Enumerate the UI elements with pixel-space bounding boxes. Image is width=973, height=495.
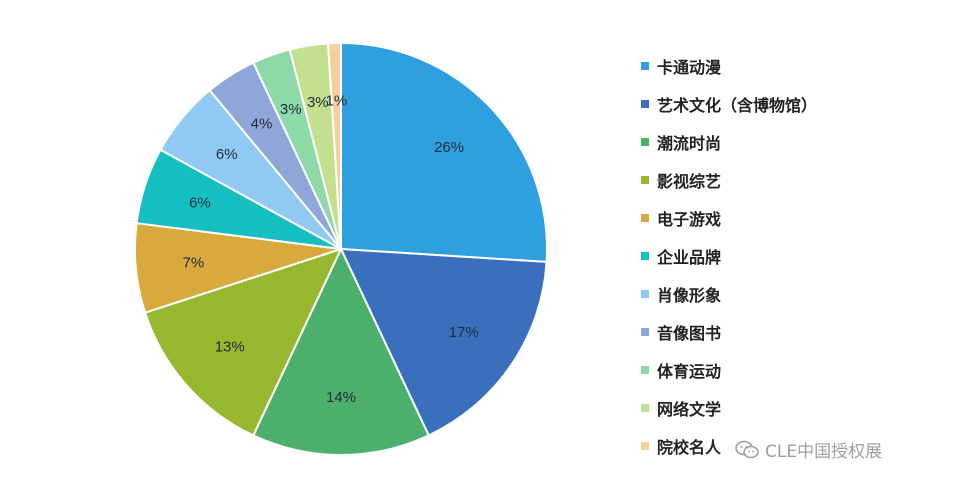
slice-label: 26% [434,139,464,156]
legend-label: 潮流时尚 [657,134,722,153]
legend-item: 企业品牌 [641,237,891,275]
legend-item: 肖像形象 [641,275,891,313]
slice-label: 1% [325,92,347,109]
legend-swatch [641,100,649,108]
legend-label: 音像图书 [657,324,722,343]
legend-swatch [641,138,649,146]
legend-swatch [641,442,649,450]
legend-label: 艺术文化（含博物馆） [657,96,818,115]
legend-swatch [641,328,649,336]
chart-legend: 卡通动漫艺术文化（含博物馆） 潮流时尚影视综艺电子游戏企业品牌肖像形象音像图书体育… [641,47,891,465]
watermark-text: CLE中国授权展 [765,442,883,462]
legend-label: 肖像形象 [657,286,722,305]
pie-slice [251,246,431,456]
pie-slice [339,247,548,437]
wechat-icon [735,440,759,458]
legend-label: 网络文学 [657,400,722,419]
legend-item: 卡通动漫 [641,47,891,85]
legend-item: 院校名人 [641,427,891,465]
legend-swatch [641,252,649,260]
legend-label: 影视综艺 [657,172,722,191]
legend-item: 电子游戏 [641,199,891,237]
legend-label: 院校名人 [657,438,722,457]
legend-swatch [641,404,649,412]
slice-label: 4% [251,115,273,132]
legend-swatch [641,176,649,184]
slice-label: 3% [280,101,302,118]
legend-label: 卡通动漫 [657,58,722,77]
legend-item: 网络文学 [641,389,891,427]
slice-label: 6% [216,146,238,163]
slice-label: 13% [215,339,245,356]
legend-label: 电子游戏 [657,210,722,229]
slice-label: 7% [182,254,204,271]
legend-label: 企业品牌 [657,248,722,267]
slice-label: 17% [449,324,479,341]
legend-swatch [641,366,649,374]
slice-label: 6% [189,195,211,212]
legend-label: 体育运动 [657,362,722,381]
pie-slice [143,247,343,437]
legend-swatch [641,62,649,70]
watermark: CLE中国授权展 [735,437,882,462]
legend-swatch [641,290,649,298]
legend-item: 音像图书 [641,313,891,351]
legend-item: 潮流时尚 [641,123,891,161]
legend-item: 体育运动 [641,351,891,389]
pie-slice [340,41,548,263]
slice-label: 3% [307,94,329,111]
legend-swatch [641,214,649,222]
legend-item: 艺术文化（含博物馆） [641,85,891,123]
pie-slice [327,41,342,250]
legend-item: 影视综艺 [641,161,891,199]
slice-label: 14% [326,389,356,406]
